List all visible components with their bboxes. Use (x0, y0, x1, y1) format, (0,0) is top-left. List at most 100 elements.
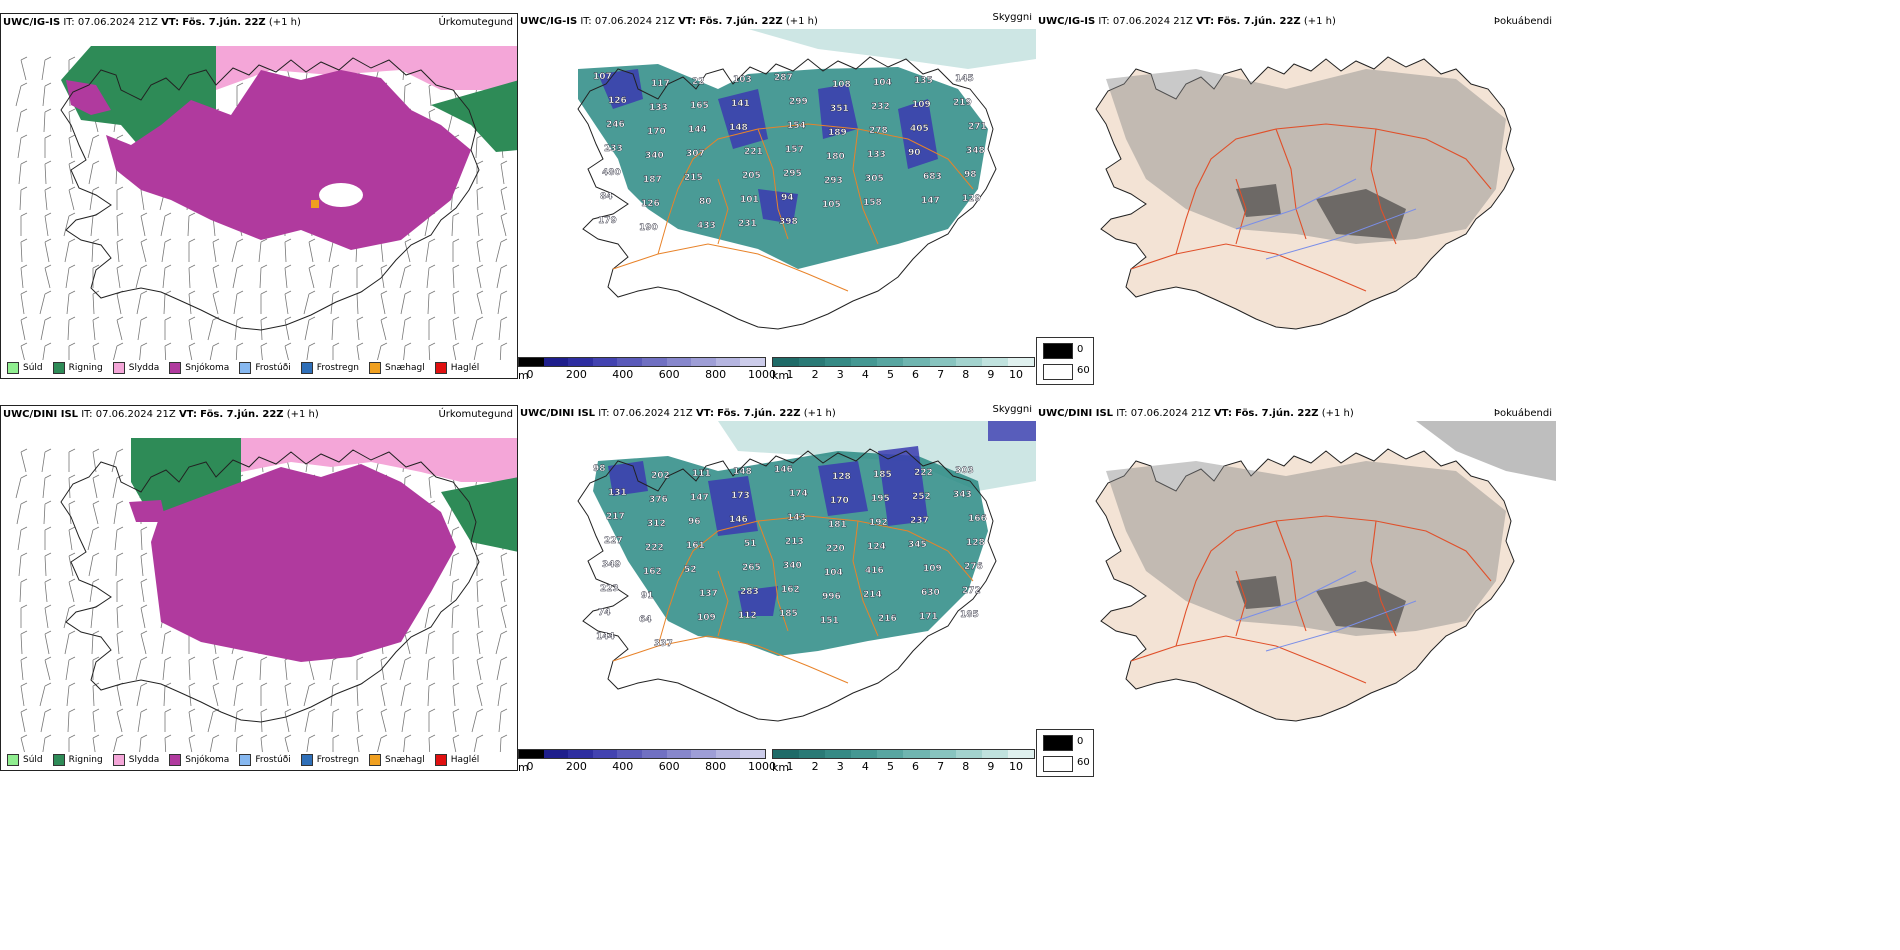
ceiling-unit: m (518, 369, 529, 382)
green-rain-area-east (441, 477, 517, 552)
it-value: 07.06.2024 21Z (1112, 16, 1193, 27)
wind-barb (308, 264, 316, 289)
wind-barb (452, 342, 460, 360)
vt-label: VT: (1213, 408, 1232, 419)
scale-tick-label: 4 (861, 760, 869, 773)
legend-swatch (112, 362, 125, 374)
wind-barb (140, 526, 148, 551)
fog-scale-low: 0 (1077, 344, 1084, 355)
wind-barb (116, 630, 124, 655)
wind-barb (140, 238, 148, 263)
ceiling-value-label: 233 (604, 144, 623, 154)
wind-barb (114, 526, 124, 551)
scale-tick-label: 1 (786, 368, 794, 381)
colorbar-segment (617, 358, 642, 366)
wind-barb (428, 474, 436, 499)
wind-barb (68, 474, 76, 499)
ceiling-value-label: 398 (779, 217, 798, 227)
wind-barb (18, 552, 28, 577)
cloud-panel-row1: UWC/DINI ISL IT: 07.06.2024 21Z VT: Fös.… (518, 405, 1036, 771)
wind-barb (449, 552, 460, 577)
wind-barb (452, 290, 460, 315)
ceiling-value-label: 64 (639, 615, 652, 625)
it-label: IT: (63, 17, 75, 28)
wind-barb (116, 290, 124, 315)
wind-barb (450, 578, 460, 603)
land-fill (1095, 448, 1515, 722)
wind-barb (20, 56, 28, 81)
dense-fog (1236, 184, 1406, 239)
wind-barb (400, 682, 412, 707)
wind-barb (471, 316, 484, 341)
wind-barb (356, 264, 364, 288)
snow-area (106, 70, 471, 250)
ceiling-value-label: 223 (600, 584, 619, 594)
wind-barb (452, 708, 460, 733)
ceiling-value-label: 98 (964, 170, 977, 180)
wind-barb (452, 316, 460, 341)
ceiling-value-label: 126 (641, 199, 660, 209)
scale-tick-label: 5 (886, 760, 894, 773)
wind-barb (139, 342, 148, 360)
scale-tick-label: 800 (705, 368, 727, 381)
ceiling-value-label: 283 (740, 587, 759, 597)
model-name: UWC/IG-IS (520, 16, 578, 27)
ceiling-value-label: 162 (643, 567, 662, 577)
vt-value: Fös. 7.jún. 22Z (717, 408, 801, 419)
clear-hole (319, 183, 363, 207)
legend-item-freezing-rain: Frostregn (300, 362, 359, 374)
wind-barb (236, 82, 244, 106)
wind-barb (207, 316, 220, 341)
legend-swatch (52, 754, 65, 766)
wind-barb (88, 160, 100, 185)
fog-panel-row0: UWC/IG-IS IT: 07.06.2024 21Z VT: Fös. 7.… (1036, 13, 1556, 379)
wind-barb (136, 290, 148, 315)
model-name: UWC/IG-IS (1038, 16, 1096, 27)
vt-label: VT: (678, 16, 697, 27)
ceiling-value-label: 104 (824, 568, 843, 578)
wind-barb (140, 212, 148, 237)
legend-item-snow-pellets: Snæhagl (369, 362, 425, 374)
ceiling-value-label: 111 (692, 469, 711, 479)
wind-barb (113, 734, 124, 752)
wind-barb (64, 630, 76, 655)
scale-tick-label: 6 (912, 368, 920, 381)
legend-item-freezing-rain: Frostregn (300, 754, 359, 766)
wind-barb (164, 734, 172, 752)
ceiling-value-label: 148 (733, 467, 752, 477)
wind-barb (207, 708, 220, 733)
legend-swatch (169, 754, 182, 766)
road-network (1130, 515, 1492, 684)
colorbar-segment (929, 358, 956, 366)
wind-barb (68, 134, 76, 159)
ceiling-value-label: 80 (699, 197, 712, 207)
ceiling-value-label: 293 (824, 176, 843, 186)
ceiling-value-label: 376 (649, 495, 668, 505)
legend-item-hail: Haglél (434, 362, 479, 374)
ceiling-value-label: 101 (740, 195, 759, 205)
ceiling-colorbar (518, 749, 766, 759)
wind-barb (188, 342, 196, 360)
wind-barb (380, 290, 388, 315)
visibility-colorbar (772, 357, 1035, 367)
visibility-ticks: 1 2 3 4 5 6 7 8 9 10 (787, 760, 1024, 776)
legend-item-sleet: Slydda (112, 754, 159, 766)
wind-barb (139, 734, 148, 752)
wind-barb (495, 238, 508, 263)
wind-barb (476, 604, 484, 629)
ceiling-value-label: 416 (865, 566, 884, 576)
vt-value: Fös. 7.jún. 22Z (200, 409, 284, 420)
ceiling-value-label: 189 (828, 128, 847, 138)
colorbar-segment (691, 358, 716, 366)
ceiling-value-label: 129 (962, 194, 981, 204)
fog-scale-high: 60 (1077, 757, 1090, 768)
wind-barb (87, 526, 100, 551)
wind-barb (212, 238, 220, 263)
wind-barb (284, 290, 292, 315)
wind-barb (44, 552, 52, 577)
wind-barb (380, 708, 388, 733)
wind-barb (234, 708, 244, 733)
fog-scale-row1: 0 60 (1036, 729, 1094, 777)
wind-barb (260, 342, 268, 360)
scale-tick-label: 1000 (748, 760, 776, 773)
